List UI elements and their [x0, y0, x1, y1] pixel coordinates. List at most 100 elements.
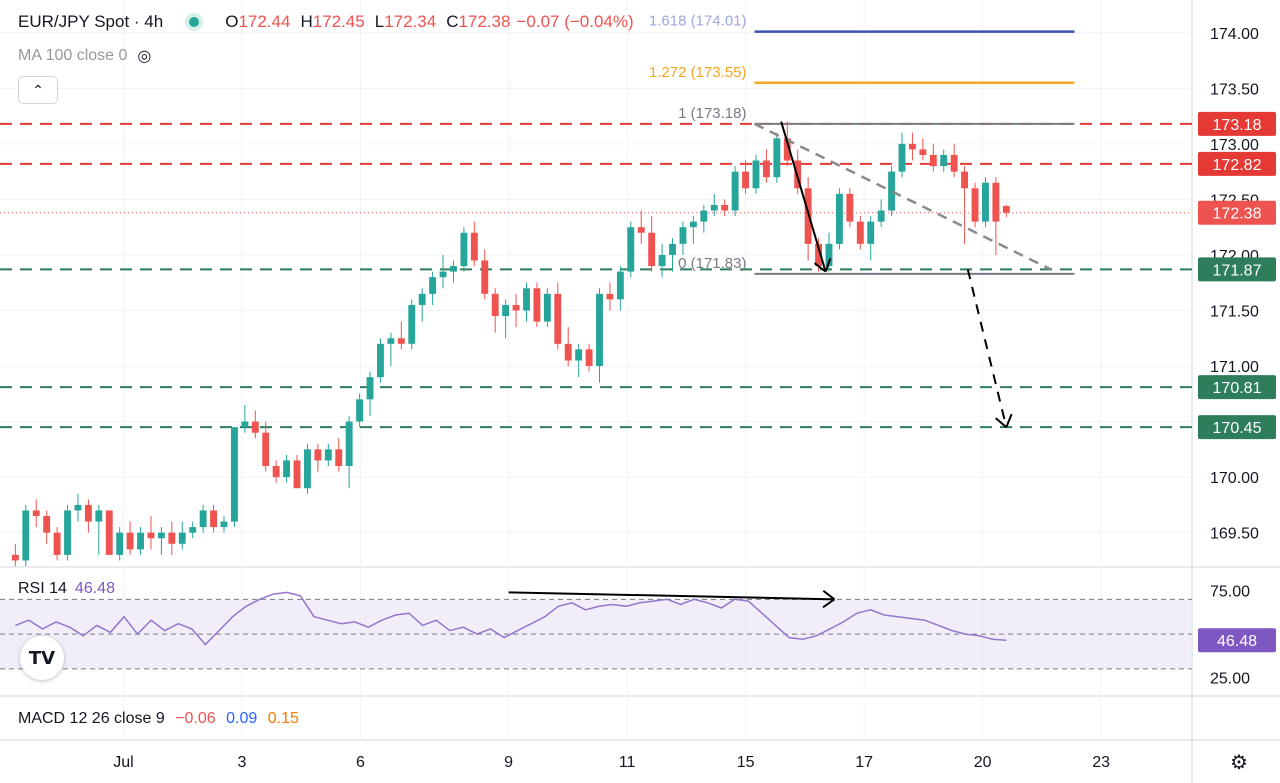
candle-body: [679, 227, 687, 244]
candle-body: [992, 182, 1000, 222]
open-value: 172.44: [238, 12, 291, 31]
price-level-badge: [1198, 151, 1276, 176]
candle-body: [846, 193, 854, 222]
arrow-head: [1005, 413, 1013, 428]
candle-body: [105, 510, 113, 555]
x-tick-label: 3: [238, 754, 247, 771]
candle-body: [157, 532, 165, 539]
candle-body: [408, 304, 416, 344]
y-tick-label: 174.00: [1210, 26, 1259, 43]
price-level-label: 173.18: [1213, 117, 1262, 134]
x-tick-label: 15: [737, 754, 755, 771]
candle-body: [418, 293, 426, 305]
tradingview-logo-icon[interactable]: TV: [20, 636, 64, 680]
candle-body: [523, 288, 530, 311]
candle-body: [460, 232, 468, 267]
settings-gear-icon[interactable]: ⚙: [1230, 752, 1248, 774]
candle-body: [147, 532, 155, 539]
candle-body: [314, 449, 322, 461]
candle-body: [815, 243, 823, 267]
price-level-label: 172.82: [1213, 157, 1262, 174]
x-tick-label: 9: [504, 754, 513, 771]
y-tick-label: 171.00: [1210, 359, 1259, 376]
candle-body: [126, 532, 134, 550]
candle-body: [961, 171, 969, 189]
candle-body: [929, 154, 937, 167]
candle-body: [669, 243, 676, 255]
fib-level-label: 1.272 (173.55): [649, 64, 747, 81]
candle-body: [971, 188, 979, 222]
x-tick-label: 23: [1092, 754, 1110, 771]
candle-body: [220, 521, 228, 528]
chart-legend: EUR/JPY Spot · 4h O 172.44 H 172.45 L 172.3…: [18, 12, 640, 32]
candle-body: [241, 421, 249, 428]
candle-body: [43, 516, 51, 533]
candle-body: [731, 171, 739, 211]
candle-body: [783, 138, 791, 161]
candle-body: [856, 221, 864, 244]
candle-body: [940, 154, 948, 167]
candle-body: [303, 449, 311, 489]
candle-body: [773, 138, 781, 178]
rsi-line: [15, 591, 1007, 646]
y-tick-label: 173.00: [1210, 137, 1259, 154]
current-price-label: 172.38: [1213, 206, 1262, 223]
candle-body: [377, 343, 384, 378]
rsi-value-badge: [1198, 628, 1276, 653]
candle-body: [700, 210, 708, 222]
low-label: L: [374, 12, 385, 31]
candle-body: [909, 143, 916, 150]
candle-body: [470, 232, 478, 261]
candle-body: [627, 227, 635, 272]
candle-body: [512, 304, 520, 311]
candle-body: [982, 182, 989, 222]
candle-body: [189, 527, 197, 533]
candle-body: [53, 532, 61, 555]
candle-body: [616, 271, 624, 300]
close-label: C: [446, 12, 459, 31]
high-label: H: [300, 12, 313, 31]
candle-body: [283, 460, 291, 478]
candle-body: [137, 532, 144, 550]
candle-body: [199, 510, 207, 528]
x-tick-label: Jul: [113, 754, 133, 771]
candle-body: [596, 293, 603, 367]
candle-body: [1002, 206, 1010, 213]
x-tick-label: 11: [619, 754, 636, 771]
arrow-head: [994, 417, 1007, 428]
symbol-title[interactable]: EUR/JPY Spot · 4h: [18, 12, 164, 31]
price-level-badge: [1198, 415, 1276, 440]
chevron-up-icon: ⌃: [32, 81, 44, 98]
candle-body: [481, 260, 489, 294]
y-tick-label: 170.00: [1210, 470, 1259, 487]
rsi-label[interactable]: RSI 14 46.48: [18, 580, 115, 598]
collapse-legend-button[interactable]: ⌃: [18, 76, 58, 104]
ma-indicator-label[interactable]: MA 100 close 0 ◎: [18, 46, 151, 66]
candle-body: [919, 149, 927, 155]
candle-body: [95, 510, 103, 522]
arrow-head: [822, 590, 836, 601]
decline-arrow: [780, 121, 827, 272]
rsi-label-text: RSI 14: [18, 580, 67, 597]
candle-body: [178, 532, 186, 544]
projection-arrow: [966, 269, 1008, 428]
open-label: O: [225, 12, 239, 31]
candle-body: [762, 160, 770, 178]
candle-body: [22, 510, 30, 561]
candle-body: [710, 204, 718, 211]
candle-body: [324, 449, 332, 461]
candle-body: [585, 349, 593, 367]
candle-body: [606, 293, 614, 300]
close-value: 172.38: [458, 12, 511, 31]
downtrend-line: [753, 122, 1052, 271]
x-tick-label: 17: [855, 754, 873, 771]
arrow-head: [813, 262, 827, 273]
candle-body: [898, 143, 906, 172]
rsi-tick-label: 75.00: [1210, 584, 1250, 601]
price-level-label: 170.45: [1213, 420, 1262, 437]
candle-body: [637, 227, 645, 233]
candle-body: [877, 210, 885, 222]
eye-hidden-icon[interactable]: ◎: [137, 48, 152, 65]
macd-label[interactable]: MACD 12 26 close 9 −0.06 0.09 0.15: [18, 710, 299, 728]
